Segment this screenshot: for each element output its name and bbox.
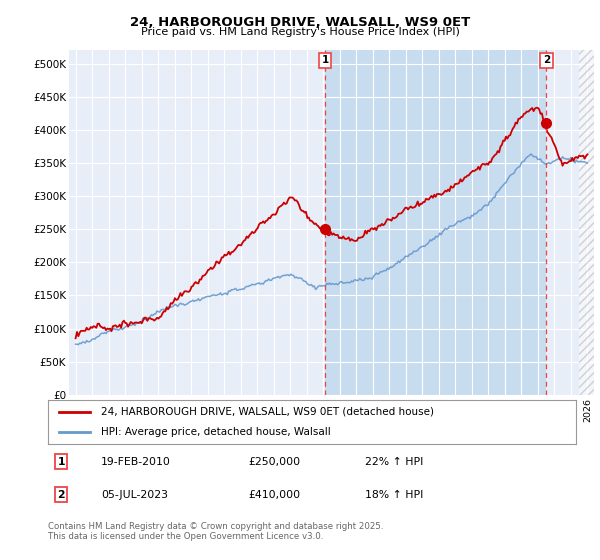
Text: 1: 1 [58,456,65,466]
Bar [325,50,546,395]
Text: 2: 2 [542,55,550,66]
Text: 05-JUL-2023: 05-JUL-2023 [101,489,168,500]
Text: Price paid vs. HM Land Registry's House Price Index (HPI): Price paid vs. HM Land Registry's House … [140,27,460,37]
Text: £410,000: £410,000 [248,489,301,500]
Text: Contains HM Land Registry data © Crown copyright and database right 2025.
This d: Contains HM Land Registry data © Crown c… [48,522,383,542]
Text: 2: 2 [58,489,65,500]
Text: 22% ↑ HPI: 22% ↑ HPI [365,456,423,466]
Text: 24, HARBOROUGH DRIVE, WALSALL, WS9 0ET: 24, HARBOROUGH DRIVE, WALSALL, WS9 0ET [130,16,470,29]
Text: £250,000: £250,000 [248,456,301,466]
Text: 18% ↑ HPI: 18% ↑ HPI [365,489,423,500]
Text: HPI: Average price, detached house, Walsall: HPI: Average price, detached house, Wals… [101,427,331,437]
Text: 19-FEB-2010: 19-FEB-2010 [101,456,170,466]
Bar [579,50,600,395]
Text: 1: 1 [322,55,329,66]
Text: 24, HARBOROUGH DRIVE, WALSALL, WS9 0ET (detached house): 24, HARBOROUGH DRIVE, WALSALL, WS9 0ET (… [101,407,434,417]
